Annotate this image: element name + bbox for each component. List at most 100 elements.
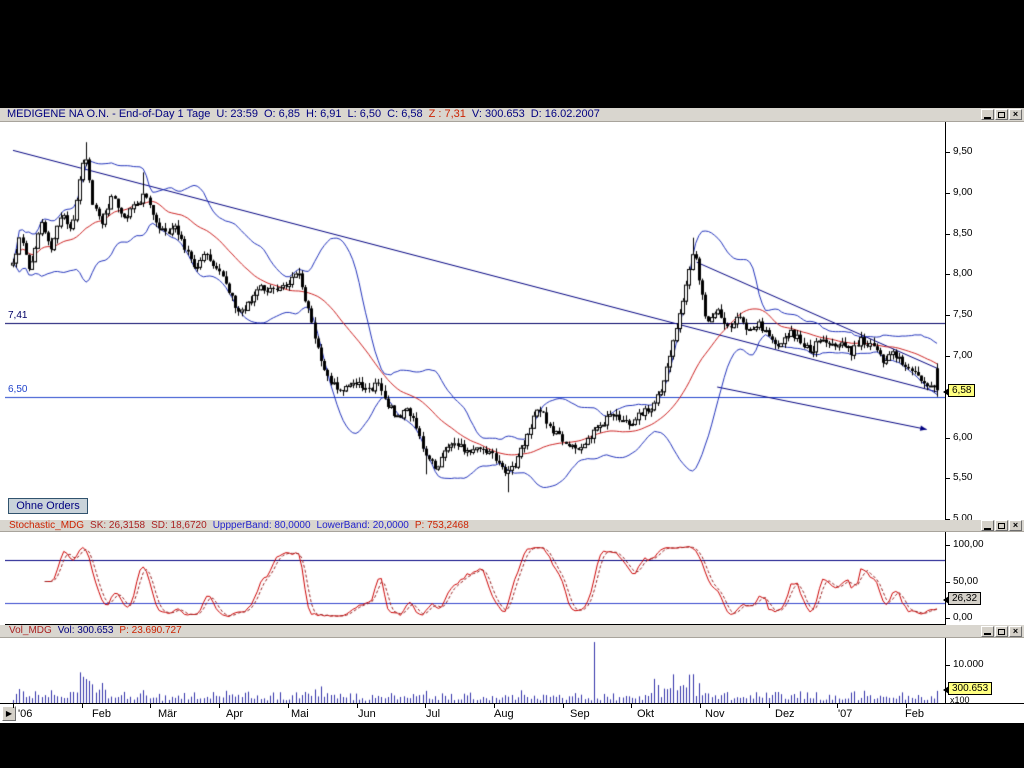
month-tick	[700, 704, 701, 708]
volume-value-badge: 300.653	[943, 682, 993, 695]
month-tick	[494, 704, 495, 708]
minimize-button[interactable]	[981, 520, 994, 531]
stochastic-window-title: Stochastic_MDG SK: 26,3158 SD: 18,6720 Uppp…	[9, 520, 475, 531]
header-segment: Vol: 300.653	[57, 625, 114, 636]
volume-scale-note: x100	[950, 695, 970, 705]
axis-tick	[946, 582, 950, 583]
ohne-orders-button[interactable]: Ohne Orders	[8, 498, 88, 514]
axis-tick-label: 10.000	[953, 659, 984, 670]
last-price-badge: 6,58	[943, 384, 976, 397]
axis-tick	[946, 356, 950, 357]
month-label: '07	[838, 708, 853, 720]
close-button[interactable]: ×	[1009, 520, 1022, 531]
header-segment: U: 23:59	[216, 108, 258, 120]
price-window-title: MEDIGENE NA O.N. - End-of-Day 1 Tage U: 2…	[7, 108, 606, 120]
month-label: Jul	[426, 708, 441, 720]
month-tick	[906, 704, 907, 708]
stochastic-axis: 26,32 100,00 50,00 0,00	[943, 532, 1024, 625]
volume-window-header[interactable]: Vol_MDG Vol: 300.653 P: 23.690.727 ×	[0, 625, 1024, 638]
header-segment: Stochastic_MDG	[9, 520, 85, 531]
header-segment: D: 16.02.2007	[530, 108, 600, 120]
month-label: Feb	[92, 708, 111, 720]
header-segment: P: 23.690.727	[119, 625, 182, 636]
header-segment: H: 6,91	[306, 108, 342, 120]
stochastic-plot-area[interactable]	[5, 532, 945, 625]
stochastic-window: Stochastic_MDG SK: 26,3158 SD: 18,6720 Uppp…	[0, 520, 1024, 625]
month-tick	[563, 704, 564, 708]
month-label: Apr	[226, 708, 244, 720]
minimize-button[interactable]	[981, 109, 994, 120]
header-segment: MEDIGENE NA O.N. - End-of-Day 1 Tage	[7, 108, 211, 120]
axis-tick	[946, 315, 950, 316]
stochastic-marker-arrow-icon	[943, 596, 949, 604]
month-label: Mär	[158, 708, 177, 720]
axis-tick-label: 7,50	[953, 309, 973, 320]
axis-tick	[946, 665, 950, 666]
axis-tick-label: 100,00	[953, 539, 984, 550]
month-tick	[13, 704, 14, 708]
axis-tick-label: 50,00	[953, 576, 979, 587]
month-tick	[837, 704, 838, 708]
time-axis: ▶ '06 Feb Mär Apr Mai Jun Jul Aug Sep Okt Nov Dez '0…	[0, 703, 1024, 723]
month-tick	[82, 704, 83, 708]
month-tick	[357, 704, 358, 708]
month-tick	[769, 704, 770, 708]
header-segment: Vol_MDG	[9, 625, 52, 636]
axis-tick	[946, 234, 950, 235]
close-button[interactable]: ×	[1009, 109, 1022, 120]
volume-window-title: Vol_MDG Vol: 300.653 P: 23.690.727	[9, 625, 188, 636]
axis-tick	[946, 478, 950, 479]
volume-axis: 300.653 x100 10.000	[943, 638, 1024, 705]
stochastic-chart[interactable]	[5, 532, 945, 624]
maximize-button[interactable]	[995, 625, 1008, 637]
volume-marker-arrow-icon	[943, 686, 949, 694]
timeline-scroll-button[interactable]: ▶	[2, 706, 16, 721]
month-label: Feb	[905, 708, 924, 720]
price-axis: 6,58 9,50 9,00 8,50 8,00 7,50 7,00 6,00 5,50 5,0…	[943, 122, 1024, 524]
month-label: Okt	[637, 708, 655, 720]
axis-tick-label: 8,50	[953, 228, 973, 239]
month-label: Aug	[494, 708, 514, 720]
stochastic-window-header[interactable]: Stochastic_MDG SK: 26,3158 SD: 18,6720 Uppp…	[0, 520, 1024, 532]
price-plot-area[interactable]: Ohne Orders 7,41 6,50	[5, 122, 945, 520]
main-price-chart[interactable]	[5, 122, 945, 520]
volume-chart[interactable]	[5, 638, 945, 703]
month-label: Mai	[291, 708, 309, 720]
axis-tick-label: 7,00	[953, 350, 973, 361]
header-segment: SK: 26,3158	[90, 520, 146, 531]
trading-terminal: MEDIGENE NA O.N. - End-of-Day 1 Tage U: 2…	[0, 108, 1024, 723]
axis-tick	[946, 618, 950, 619]
month-tick	[631, 704, 632, 708]
maximize-button[interactable]	[995, 109, 1008, 120]
axis-tick-label: 8,00	[953, 268, 973, 279]
price-level-label: 6,50	[8, 384, 28, 395]
header-segment: Z : 7,31	[428, 108, 466, 120]
month-tick	[150, 704, 151, 708]
minimize-button[interactable]	[981, 625, 994, 637]
axis-tick-label: 5,00	[953, 513, 973, 524]
header-segment: UppperBand: 80,0000	[212, 520, 311, 531]
volume-window-controls: ×	[981, 625, 1022, 637]
close-button[interactable]: ×	[1009, 625, 1022, 637]
header-segment: LowerBand: 20,0000	[316, 520, 409, 531]
price-window-titlebar[interactable]: MEDIGENE NA O.N. - End-of-Day 1 Tage U: 2…	[0, 108, 1024, 122]
maximize-button[interactable]	[995, 520, 1008, 531]
month-label: Sep	[570, 708, 590, 720]
volume-plot-area[interactable]	[5, 638, 945, 703]
month-label: Jun	[358, 708, 376, 720]
stochastic-value-badge: 26,32	[943, 592, 982, 605]
header-segment: P: 753,2468	[414, 520, 469, 531]
price-marker-arrow-icon	[943, 388, 949, 396]
axis-tick	[946, 519, 950, 520]
axis-tick	[946, 274, 950, 275]
axis-tick-label: 0,00	[953, 612, 973, 623]
axis-tick	[946, 438, 950, 439]
stochastic-window-controls: ×	[981, 520, 1022, 531]
price-chart-window: MEDIGENE NA O.N. - End-of-Day 1 Tage U: 2…	[0, 108, 1024, 524]
header-segment: L: 6,50	[347, 108, 382, 120]
header-segment: C: 6,58	[387, 108, 423, 120]
axis-tick-label: 6,00	[953, 432, 973, 443]
axis-tick-label: 5,50	[953, 472, 973, 483]
axis-tick-label: 9,50	[953, 146, 973, 157]
